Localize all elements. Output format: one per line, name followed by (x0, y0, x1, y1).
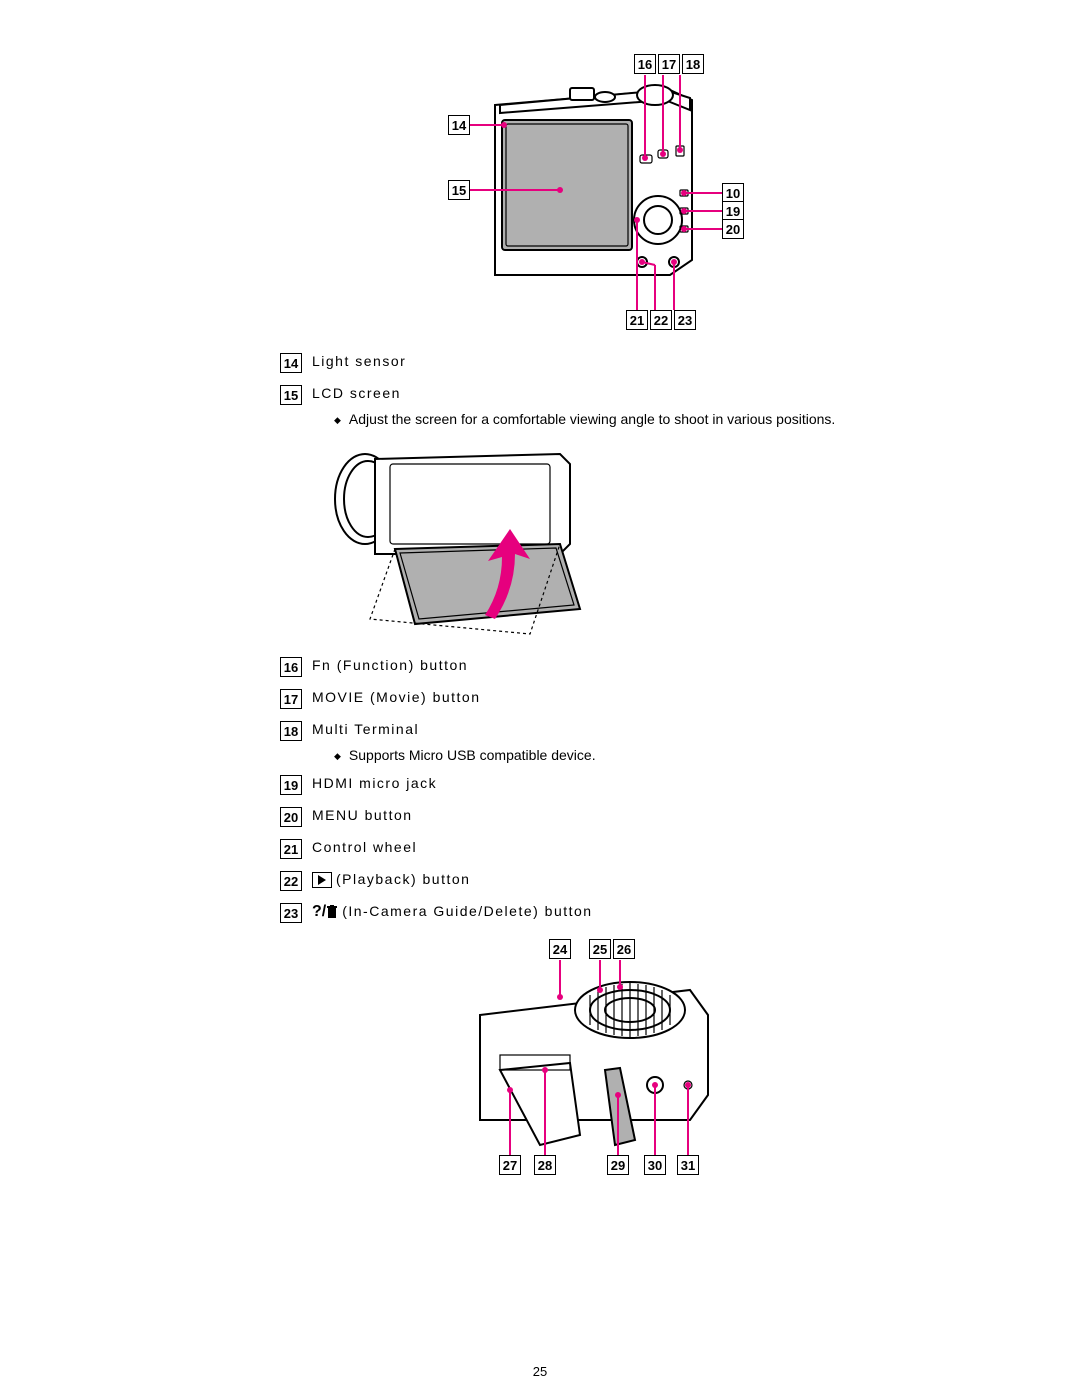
item-number: 23 (280, 903, 302, 923)
item-title: Control wheel (312, 839, 417, 855)
list-item: 18 Multi Terminal Supports Micro USB com… (280, 721, 900, 763)
camera-back-diagram: 16 17 18 14 15 10 19 20 21 22 23 (440, 50, 740, 335)
playback-icon (312, 872, 332, 888)
list-item: 20 MENU button (280, 807, 900, 827)
callout-22: 22 (650, 310, 672, 330)
callout-23: 23 (674, 310, 696, 330)
callout-26: 26 (613, 939, 635, 959)
list-item: 15 LCD screen Adjust the screen for a co… (280, 385, 900, 427)
callout-31: 31 (677, 1155, 699, 1175)
list-item: 16 Fn (Function) button (280, 657, 900, 677)
callout-10: 10 (722, 183, 744, 203)
parts-list-2: 16 Fn (Function) button 17 MOVIE (Movie)… (280, 657, 900, 923)
item-title: (In-Camera Guide/Delete) button (342, 903, 592, 919)
item-title: HDMI micro jack (312, 775, 437, 791)
item-sub: Supports Micro USB compatible device. (334, 747, 900, 763)
item-title: Multi Terminal (312, 721, 419, 737)
list-item: 22 (Playback) button (280, 871, 900, 891)
item-number: 20 (280, 807, 302, 827)
lcd-tilt-diagram (320, 439, 600, 639)
item-title: LCD screen (312, 385, 401, 401)
callout-21: 21 (626, 310, 648, 330)
item-title: Fn (Function) button (312, 657, 468, 673)
item-title: MENU button (312, 807, 413, 823)
callout-25: 25 (589, 939, 611, 959)
parts-list: 14 Light sensor 15 LCD screen Adjust the… (280, 353, 900, 427)
list-item: 23 ?/(In-Camera Guide/Delete) button (280, 903, 900, 923)
callout-16: 16 (634, 54, 656, 74)
camera-bottom-diagram: 24 25 26 27 28 29 30 31 (440, 935, 740, 1175)
callout-19: 19 (722, 201, 744, 221)
item-sub: Adjust the screen for a comfortable view… (334, 411, 900, 427)
item-number: 16 (280, 657, 302, 677)
callout-24: 24 (549, 939, 571, 959)
callout-18: 18 (682, 54, 704, 74)
item-number: 19 (280, 775, 302, 795)
list-item: 14 Light sensor (280, 353, 900, 373)
item-number: 18 (280, 721, 302, 741)
item-title: Light sensor (312, 353, 406, 369)
item-number: 17 (280, 689, 302, 709)
item-title: MOVIE (Movie) button (312, 689, 481, 705)
callout-29: 29 (607, 1155, 629, 1175)
item-number: 14 (280, 353, 302, 373)
item-number: 15 (280, 385, 302, 405)
list-item: 21 Control wheel (280, 839, 900, 859)
list-item: 19 HDMI micro jack (280, 775, 900, 795)
callout-14: 14 (448, 115, 470, 135)
callout-28: 28 (534, 1155, 556, 1175)
callout-27: 27 (499, 1155, 521, 1175)
item-title: (Playback) button (336, 871, 470, 887)
page-number: 25 (0, 1364, 1080, 1379)
item-number: 21 (280, 839, 302, 859)
item-number: 22 (280, 871, 302, 891)
list-item: 17 MOVIE (Movie) button (280, 689, 900, 709)
callout-17: 17 (658, 54, 680, 74)
callout-30: 30 (644, 1155, 666, 1175)
callout-20: 20 (722, 219, 744, 239)
callout-15: 15 (448, 180, 470, 200)
help-delete-icon: ?/ (312, 903, 338, 921)
